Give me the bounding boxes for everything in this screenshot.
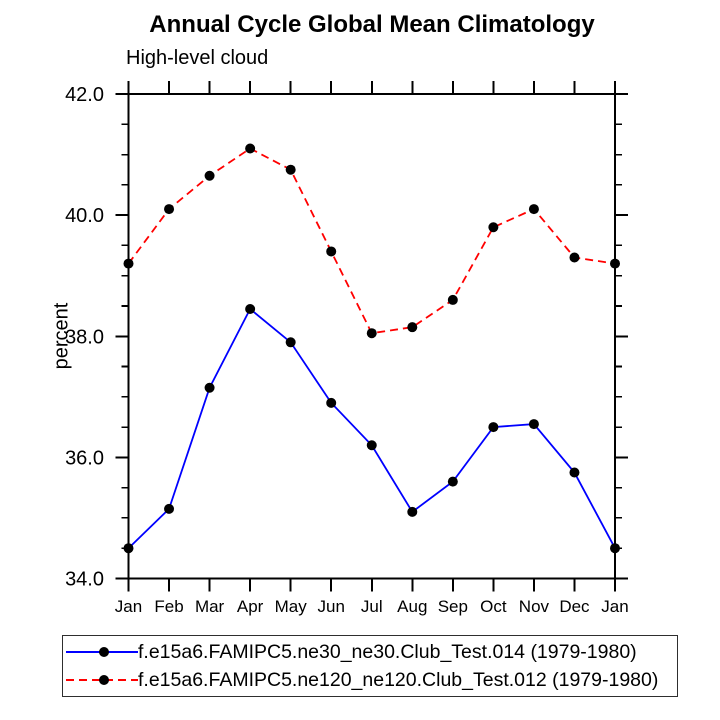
x-tick-label: Sep (438, 597, 468, 616)
x-tick-label: Nov (519, 597, 550, 616)
data-point (488, 422, 499, 433)
data-point (528, 419, 539, 430)
x-tick-label: Oct (480, 597, 507, 616)
x-tick-label: Jul (361, 597, 383, 616)
data-point (447, 476, 458, 487)
y-tick-label: 40.0 (65, 205, 104, 227)
data-point (204, 382, 215, 393)
y-tick-label: 36.0 (65, 447, 104, 469)
data-point (366, 328, 377, 339)
black-dot-marker-icon (99, 675, 109, 685)
y-tick-label: 42.0 (65, 84, 104, 106)
data-point (610, 543, 620, 554)
black-dot-marker-icon (99, 647, 109, 657)
data-point (569, 467, 580, 478)
chart-subtitle: High-level cloud (126, 47, 269, 69)
x-tick-label: Mar (195, 597, 225, 616)
legend-sample-red-dashed (66, 666, 138, 694)
data-point (407, 322, 418, 333)
data-point (164, 503, 175, 514)
x-tick-label: Jun (317, 597, 344, 616)
x-tick-label: Apr (237, 597, 264, 616)
x-tick-label: Dec (559, 597, 590, 616)
data-point (610, 258, 620, 269)
data-point (366, 440, 377, 451)
data-point (285, 164, 296, 175)
data-point (123, 543, 134, 554)
data-point (285, 337, 296, 348)
data-point (123, 258, 134, 269)
series-line-1 (127, 147, 616, 335)
data-point (488, 222, 499, 233)
y-tick-label: 38.0 (65, 326, 104, 348)
legend-item-ne120: f.e15a6.FAMIPC5.ne120_ne120.Club_Test.01… (63, 666, 677, 694)
data-point (164, 204, 175, 215)
data-point (407, 506, 418, 517)
legend-sample-blue-solid (66, 638, 138, 666)
legend: f.e15a6.FAMIPC5.ne30_ne30.Club_Test.014 … (62, 635, 678, 697)
data-point (447, 294, 458, 305)
data-point (245, 303, 256, 314)
data-point (569, 252, 580, 263)
data-point (326, 246, 337, 257)
x-tick-label: Jan (115, 597, 142, 616)
x-tick-label: Feb (154, 597, 183, 616)
data-point (204, 170, 215, 181)
x-tick-label: May (275, 597, 308, 616)
data-point (528, 204, 539, 215)
legend-label-ne120: f.e15a6.FAMIPC5.ne120_ne120.Club_Test.01… (138, 669, 659, 691)
data-point (245, 143, 256, 154)
x-tick-label: Jan (601, 597, 628, 616)
legend-label-ne30: f.e15a6.FAMIPC5.ne30_ne30.Club_Test.014 … (138, 641, 637, 663)
series-line-0 (127, 307, 616, 549)
data-point (326, 397, 337, 408)
chart-title: Annual Cycle Global Mean Climatology (149, 11, 595, 38)
x-tick-label: Aug (397, 597, 427, 616)
y-tick-label: 34.0 (65, 569, 104, 591)
legend-item-ne30: f.e15a6.FAMIPC5.ne30_ne30.Club_Test.014 … (63, 638, 677, 666)
